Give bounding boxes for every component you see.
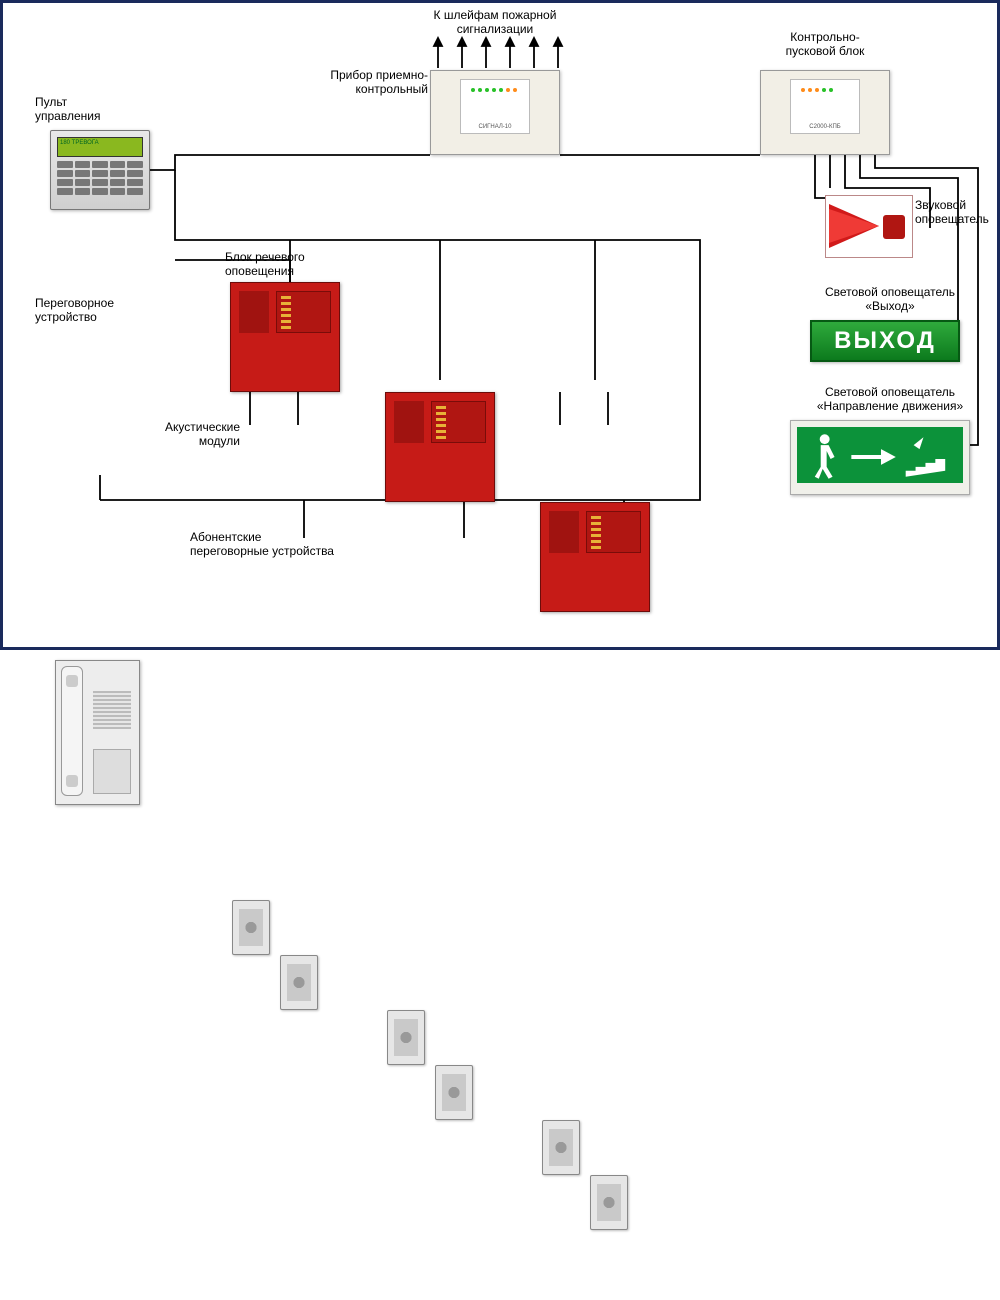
sound-siren (825, 195, 913, 258)
acoustic-module (280, 955, 318, 1010)
label-subscriber: Абонентскиепереговорные устройства (190, 530, 370, 559)
control-launch-panel: С2000-КПБ (760, 70, 890, 155)
label-console: Пультуправления (35, 95, 135, 124)
acoustic-module (232, 900, 270, 955)
label-intercom: Переговорноеустройство (35, 296, 155, 325)
console-lcd: 180 ТРЕВОГА (57, 137, 143, 157)
intercom-master (55, 660, 140, 805)
direction-sign (790, 420, 970, 495)
label-receiver: Прибор приемно-контрольный (308, 68, 428, 97)
voice-alert-box-2 (385, 392, 495, 502)
acoustic-module (387, 1010, 425, 1065)
label-siren: Звуковойоповещатель (915, 198, 995, 227)
voice-alert-box-3 (540, 502, 650, 612)
receiver-panel: СИГНАЛ-10 (430, 70, 560, 155)
label-exit-sign: Световой оповещатель«Выход» (800, 285, 980, 314)
label-acoustic: Акустическиемодули (140, 420, 240, 449)
acoustic-module (435, 1065, 473, 1120)
label-direction-sign: Световой оповещатель«Направление движени… (790, 385, 990, 414)
panel1-tag: СИГНАЛ-10 (461, 124, 529, 130)
console-keys (57, 161, 143, 195)
acoustic-module (542, 1120, 580, 1175)
label-loops: К шлейфам пожарнойсигнализации (380, 8, 610, 37)
exit-sign: ВЫХОД (810, 320, 960, 362)
label-control-block: Контрольно-пусковой блок (745, 30, 905, 59)
acoustic-module (590, 1175, 628, 1230)
voice-alert-box-1 (230, 282, 340, 392)
panel2-tag: С2000-КПБ (791, 124, 859, 130)
label-voice-block: Блок речевогооповещения (225, 250, 345, 279)
control-console: 180 ТРЕВОГА (50, 130, 150, 210)
